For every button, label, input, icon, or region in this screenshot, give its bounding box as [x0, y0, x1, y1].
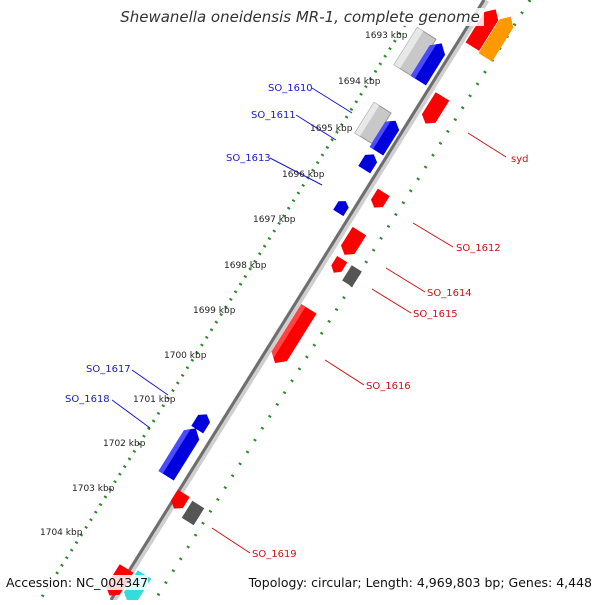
gene-label[interactable]: SO_1611 — [251, 110, 296, 121]
leader-line — [211, 527, 251, 554]
guide-dotted-left — [38, 24, 407, 601]
leader-line — [131, 369, 169, 396]
right-gene-labels: syd SO_1612 SO_1614 SO_1615 SO_1616 SO_1… — [252, 154, 528, 560]
tick-label: 1694 kbp — [338, 77, 381, 87]
left-gene-labels: SO_1610 SO_1611 SO_1613 SO_1617 SO_1618 — [65, 83, 313, 405]
gene-block[interactable] — [338, 226, 367, 259]
tick-label: 1699 kbp — [193, 306, 236, 316]
tick-label: 1695 kbp — [310, 124, 353, 134]
gene-block[interactable] — [342, 265, 362, 287]
gene-label[interactable]: syd — [511, 154, 528, 165]
gene-label[interactable]: SO_1618 — [65, 394, 110, 405]
tick-labels: 1693 kbp 1694 kbp 1695 kbp 1696 kbp 1697… — [40, 31, 408, 538]
gene-block[interactable] — [419, 92, 450, 128]
map-title-text: Shewanella oneidensis MR-1, complete gen… — [116, 8, 484, 26]
leader-line — [111, 399, 151, 429]
leader-line — [295, 114, 337, 141]
tick-label: 1704 kbp — [40, 528, 83, 538]
leader-line — [385, 267, 426, 293]
tick-label: 1698 kbp — [224, 261, 267, 271]
gene-label[interactable]: SO_1612 — [456, 243, 501, 254]
gene-label[interactable]: SO_1617 — [86, 364, 131, 375]
tick-label: 1697 kbp — [253, 215, 296, 225]
leader-lines — [111, 87, 507, 554]
guide-dotted-right — [153, 0, 532, 601]
gene-block[interactable] — [267, 304, 317, 368]
gene-label[interactable]: SO_1613 — [226, 153, 271, 164]
leader-line — [269, 157, 323, 186]
gene-block[interactable] — [478, 12, 517, 62]
gene-label[interactable]: SO_1619 — [252, 549, 297, 560]
gene-block[interactable] — [410, 39, 450, 86]
gene-label[interactable]: SO_1615 — [413, 309, 458, 320]
tick-label: 1703 kbp — [72, 484, 115, 494]
gene-block[interactable] — [329, 256, 348, 276]
gene-block[interactable] — [358, 151, 379, 174]
gene-label[interactable]: SO_1610 — [268, 83, 313, 94]
gene-block[interactable] — [191, 411, 212, 434]
map-title: Shewanella oneidensis MR-1, complete gen… — [0, 8, 600, 26]
leader-line — [467, 132, 507, 158]
leader-line — [371, 288, 412, 314]
leader-line — [324, 359, 365, 386]
gene-block[interactable] — [168, 489, 190, 513]
accession-label: Accession: NC_004347 — [6, 575, 149, 590]
tick-label: 1702 kbp — [103, 439, 146, 449]
plus-strand-genes — [158, 26, 450, 481]
tick-label: 1693 kbp — [365, 31, 408, 41]
tick-label: 1701 kbp — [133, 395, 176, 405]
gene-block[interactable] — [158, 423, 204, 481]
leader-line — [311, 87, 353, 114]
gene-label[interactable]: SO_1614 — [427, 288, 472, 299]
gene-block[interactable] — [333, 198, 351, 217]
gene-block[interactable] — [368, 188, 390, 212]
leader-line — [412, 222, 454, 248]
gene-block[interactable] — [181, 500, 205, 526]
tick-label: 1700 kbp — [164, 351, 207, 361]
gene-block[interactable] — [369, 116, 403, 156]
topology-label: Topology: circular; Length: 4,969,803 bp… — [248, 575, 592, 590]
gene-label[interactable]: SO_1616 — [366, 381, 411, 392]
gene-block[interactable] — [465, 5, 503, 51]
tick-label: 1696 kbp — [282, 170, 325, 180]
